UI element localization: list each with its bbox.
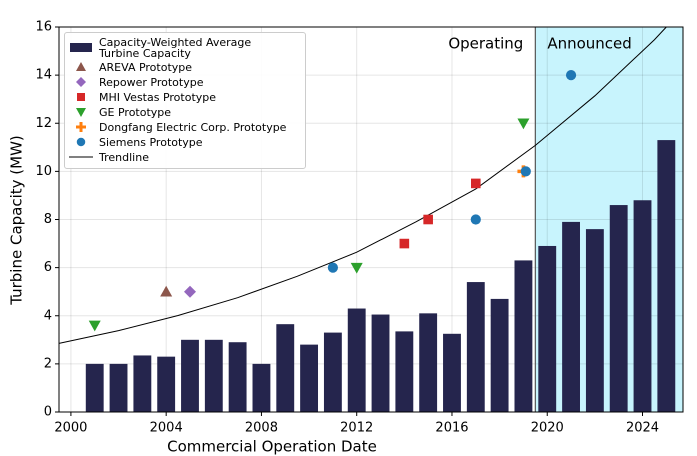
marker: [470, 214, 481, 225]
legend-swatch: [69, 156, 93, 158]
legend-item: GE Prototype: [65, 105, 305, 119]
bar: [585, 229, 604, 412]
bar: [228, 342, 247, 412]
legend-label: Trendline: [99, 150, 149, 164]
annotation: Announced: [547, 35, 631, 53]
x-tick-label: 2004: [150, 421, 183, 436]
legend: Capacity-Weighted Average Turbine Capaci…: [64, 32, 306, 169]
x-tick-label: 2000: [54, 421, 87, 436]
bar: [133, 355, 152, 412]
legend-label: MHI Vestas Prototype: [99, 90, 217, 104]
bar: [633, 200, 652, 412]
legend-swatch: [76, 108, 86, 117]
annotation: Operating: [448, 35, 523, 53]
legend-swatch: [76, 77, 86, 87]
marker: [88, 320, 101, 332]
x-tick-label: 2016: [435, 421, 468, 436]
marker: [517, 118, 530, 130]
y-tick-label: 6: [44, 260, 52, 275]
legend-swatch: [77, 93, 85, 101]
legend-item: MHI Vestas Prototype: [65, 90, 305, 104]
marker: [77, 93, 85, 101]
bar: [562, 221, 580, 412]
frame: [58, 26, 684, 413]
marker: [350, 262, 363, 274]
bar: [85, 363, 104, 412]
y-tick-label: 16: [35, 20, 52, 35]
bar: [395, 331, 414, 412]
trendline: [58, 26, 667, 344]
bar: [300, 344, 319, 412]
bar: [466, 282, 485, 412]
bar: [323, 332, 342, 412]
marker: [160, 285, 173, 297]
bar: [657, 140, 676, 412]
marker: [327, 262, 338, 273]
y-tick-label: 0: [44, 405, 52, 420]
y-tick-label: 8: [44, 212, 52, 227]
y-tick-label: 10: [35, 164, 52, 179]
x-tick-label: 2008: [245, 421, 278, 436]
y-tick-label: 2: [44, 356, 52, 371]
legend-swatch: [76, 122, 86, 132]
bar: [419, 313, 438, 412]
bar: [109, 363, 128, 412]
bar: [490, 298, 509, 412]
marker: [76, 62, 86, 71]
legend-label: Capacity-Weighted Average Turbine Capaci…: [99, 36, 252, 60]
y-tick-label: 14: [35, 68, 52, 83]
marker: [399, 238, 410, 249]
bar: [276, 324, 295, 412]
bar: [252, 363, 271, 412]
y-tick-label: 4: [44, 308, 52, 323]
bar: [538, 245, 557, 412]
marker: [423, 214, 433, 225]
legend-label: Dongfang Electric Corp. Prototype: [99, 120, 287, 134]
bar: [609, 205, 628, 412]
legend-item: Trendline: [65, 150, 305, 164]
legend-swatch: [76, 62, 86, 71]
legend-item: AREVA Prototype: [65, 60, 305, 74]
x-tick-label: 2024: [626, 421, 659, 436]
y-tick-label: 12: [35, 116, 52, 131]
marker: [76, 77, 86, 87]
legend-swatch: [70, 43, 92, 52]
marker: [470, 178, 481, 189]
swatch: [70, 43, 92, 52]
legend-item: Capacity-Weighted Average Turbine Capaci…: [65, 37, 305, 59]
bar: [181, 339, 199, 412]
bar: [514, 260, 533, 412]
bar: [157, 356, 176, 412]
marker: [183, 285, 196, 298]
bar: [347, 308, 366, 412]
marker: [520, 166, 531, 177]
bar: [371, 314, 390, 412]
marker: [76, 137, 86, 147]
x-tick-label: 2020: [531, 421, 564, 436]
marker: [76, 108, 86, 117]
marker: [565, 70, 577, 81]
bar: [204, 339, 223, 412]
legend-swatch: [76, 137, 86, 147]
legend-label: Siemens Prototype: [99, 135, 203, 149]
legend-label: AREVA Prototype: [99, 60, 193, 74]
legend-item: Dongfang Electric Corp. Prototype: [65, 120, 305, 134]
legend-item: Siemens Prototype: [65, 135, 305, 149]
legend-item: Repower Prototype: [65, 75, 305, 89]
legend-label: GE Prototype: [99, 105, 172, 119]
marker: [76, 122, 86, 132]
bar: [443, 333, 461, 412]
y-axis-label: Turbine Capacity (MW): [8, 135, 26, 306]
legend-label: Repower Prototype: [99, 75, 204, 89]
x-axis-label: Commercial Operation Date: [167, 438, 377, 456]
x-tick-label: 2012: [340, 421, 373, 436]
